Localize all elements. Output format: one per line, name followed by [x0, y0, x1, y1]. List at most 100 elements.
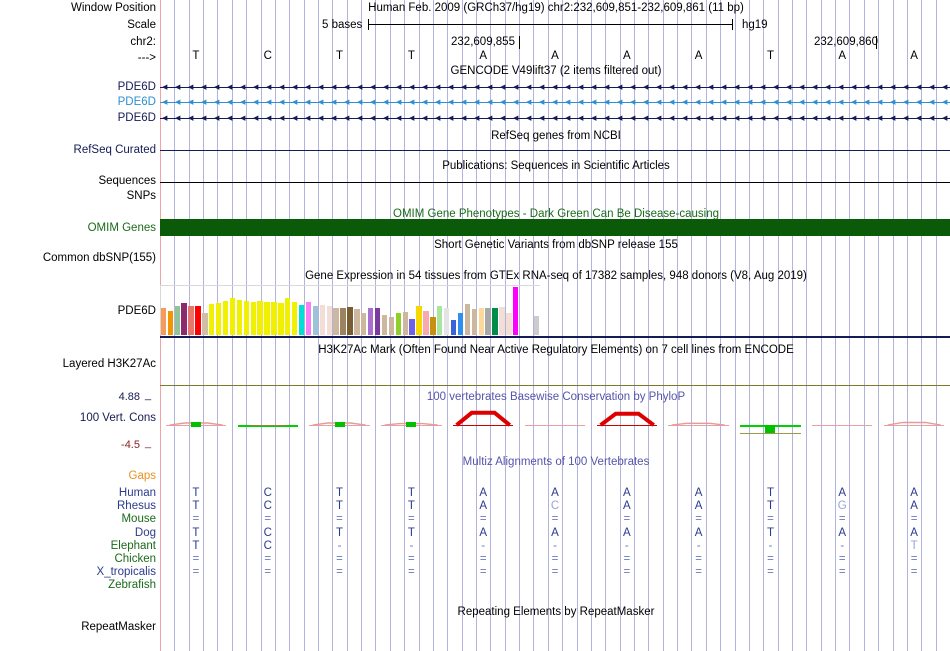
- alignment-base: T: [192, 526, 200, 539]
- gtex-tissue-bar[interactable]: [485, 308, 491, 335]
- common-dbsnp-label[interactable]: Common dbSNP(155): [42, 252, 156, 264]
- gtex-tissue-bar[interactable]: [533, 315, 540, 335]
- gtex-tissue-bar[interactable]: [499, 307, 505, 335]
- strand-arrow-icon: ◀: [708, 83, 714, 91]
- gtex-tissue-bar[interactable]: [444, 308, 450, 335]
- gtex-tissue-bar[interactable]: [160, 308, 167, 335]
- species-label[interactable]: Human: [118, 487, 156, 499]
- gtex-tissue-bar[interactable]: [222, 301, 229, 335]
- alignment-base: -: [481, 539, 486, 552]
- gtex-tissue-bar[interactable]: [188, 306, 194, 335]
- conservation-bar[interactable]: [524, 398, 586, 450]
- repeatmasker-label[interactable]: RepeatMasker: [81, 621, 156, 633]
- gtex-tissue-bar[interactable]: [402, 311, 408, 335]
- gene-feature-row[interactable]: ◀ ◀ ◀ ◀ ◀ ◀ ◀ ◀ ◀ ◀ ◀ ◀ ◀ ◀ ◀ ◀ ◀ ◀ ◀ ◀ ◀ ◀ ◀ ◀ ◀ ◀ ◀ ◀ ◀ ◀ ◀ ◀ ◀ ◀ ◀ ◀ ◀ ◀ ◀ ◀…: [160, 113, 950, 124]
- gtex-tissue-bar[interactable]: [216, 303, 222, 335]
- gtex-tissue-bar[interactable]: [457, 312, 464, 335]
- gtex-tissue-bar[interactable]: [209, 304, 215, 335]
- snps-label[interactable]: SNPs: [126, 190, 156, 202]
- gene-label-pde6d[interactable]: PDE6D: [117, 81, 156, 93]
- species-label[interactable]: Mouse: [121, 513, 156, 526]
- gene-label-pde6d[interactable]: PDE6D: [117, 96, 156, 108]
- gtex-tissue-bar[interactable]: [250, 302, 256, 335]
- gtex-tissue-bar[interactable]: [506, 312, 512, 335]
- gtex-tissue-bar[interactable]: [354, 309, 360, 335]
- gtex-tissue-bar[interactable]: [513, 287, 519, 335]
- gtex-tissue-bar[interactable]: [437, 306, 443, 335]
- gtex-tissue-bar[interactable]: [298, 305, 305, 335]
- gtex-tissue-bar[interactable]: [326, 306, 332, 335]
- gtex-tissue-bar[interactable]: [312, 306, 319, 335]
- conservation-bar[interactable]: [237, 398, 298, 450]
- gtex-tissue-bar[interactable]: [243, 301, 250, 335]
- gtex-tissue-bar[interactable]: [368, 308, 374, 335]
- refseq-curated-label[interactable]: RefSeq Curated: [73, 144, 156, 156]
- gtex-tissue-bar[interactable]: [333, 308, 339, 335]
- gtex-tissue-bar[interactable]: [202, 312, 208, 335]
- gtex-tissue-bar[interactable]: [450, 319, 457, 335]
- strand-arrow-icon: ◀: [539, 83, 545, 91]
- strand-arrow-icon: ◀: [279, 98, 285, 106]
- scale-label: Scale: [127, 19, 156, 31]
- gtex-tissue-bar[interactable]: [381, 314, 388, 335]
- conservation-label[interactable]: 100 Vert. Cons: [79, 412, 156, 424]
- omim-genes-label[interactable]: OMIM Genes: [87, 222, 156, 234]
- gtex-gene-label[interactable]: PDE6D: [117, 305, 156, 317]
- gene-feature-row[interactable]: ◀ ◀ ◀ ◀ ◀ ◀ ◀ ◀ ◀ ◀ ◀ ◀ ◀ ◀ ◀ ◀ ◀ ◀ ◀ ◀ ◀ ◀ ◀ ◀ ◀ ◀ ◀ ◀ ◀ ◀ ◀ ◀ ◀ ◀ ◀ ◀ ◀ ◀ ◀ ◀…: [160, 82, 950, 93]
- gtex-tissue-bar[interactable]: [395, 312, 402, 335]
- conservation-bar[interactable]: [740, 398, 801, 450]
- gtex-tissue-bar[interactable]: [340, 308, 346, 335]
- gtex-tissue-bar[interactable]: [305, 302, 312, 335]
- gtex-tissue-bar[interactable]: [195, 306, 201, 335]
- gtex-expression-barchart[interactable]: [160, 285, 540, 335]
- gtex-tissue-bar[interactable]: [257, 301, 263, 335]
- gtex-tissue-bar[interactable]: [388, 316, 395, 335]
- species-label[interactable]: Elephant: [110, 539, 156, 552]
- gtex-tissue-bar[interactable]: [526, 307, 533, 335]
- gene-label-pde6d[interactable]: PDE6D: [117, 112, 156, 124]
- species-label[interactable]: Dog: [134, 526, 156, 539]
- gtex-tissue-bar[interactable]: [319, 305, 326, 335]
- species-label[interactable]: X_tropicalis: [96, 566, 156, 579]
- conservation-bar[interactable]: [812, 398, 873, 450]
- layered-h3k27ac-label[interactable]: Layered H3K27Ac: [62, 358, 156, 370]
- conservation-bar[interactable]: [668, 398, 729, 450]
- species-label[interactable]: Zebrafish: [108, 579, 156, 592]
- gtex-tissue-bar[interactable]: [285, 298, 291, 335]
- gtex-tissue-bar[interactable]: [492, 308, 498, 335]
- gtex-tissue-bar[interactable]: [181, 303, 187, 335]
- gtex-tissue-bar[interactable]: [478, 308, 484, 335]
- gtex-tissue-bar[interactable]: [236, 300, 243, 335]
- gtex-tissue-bar[interactable]: [374, 308, 381, 335]
- gtex-tissue-bar[interactable]: [423, 310, 429, 335]
- strand-arrow-icon: ◀: [877, 114, 883, 122]
- species-label[interactable]: Rhesus: [117, 500, 156, 513]
- gtex-tissue-bar[interactable]: [430, 316, 436, 335]
- conservation-bar[interactable]: [453, 398, 514, 450]
- gtex-tissue-bar[interactable]: [520, 305, 526, 335]
- strand-arrow-icon: ◀: [357, 83, 363, 91]
- gtex-tissue-bar[interactable]: [229, 298, 236, 335]
- gene-feature-row[interactable]: ◀ ◀ ◀ ◀ ◀ ◀ ◀ ◀ ◀ ◀ ◀ ◀ ◀ ◀ ◀ ◀ ◀ ◀ ◀ ◀ ◀ ◀ ◀ ◀ ◀ ◀ ◀ ◀ ◀ ◀ ◀ ◀ ◀ ◀ ◀ ◀ ◀ ◀ ◀ ◀…: [160, 97, 950, 108]
- omim-gene-block[interactable]: [160, 219, 950, 236]
- conservation-plot-area[interactable]: [160, 398, 950, 450]
- gtex-tissue-bar[interactable]: [361, 312, 367, 335]
- gtex-tissue-bar[interactable]: [347, 307, 353, 335]
- gaps-label[interactable]: Gaps: [128, 470, 157, 482]
- gtex-tissue-bar[interactable]: [416, 306, 422, 335]
- strand-arrow-icon: ◀: [565, 114, 571, 122]
- conservation-bar[interactable]: [596, 398, 657, 450]
- gtex-tissue-bar[interactable]: [174, 306, 180, 335]
- sequences-label[interactable]: Sequences: [98, 175, 156, 187]
- alignment-base: A: [551, 487, 559, 499]
- gtex-tissue-bar[interactable]: [409, 318, 415, 335]
- gtex-tissue-bar[interactable]: [464, 304, 471, 335]
- gtex-tissue-bar[interactable]: [292, 302, 298, 335]
- gtex-tissue-bar[interactable]: [271, 302, 277, 335]
- gtex-tissue-bar[interactable]: [278, 303, 284, 335]
- conservation-bar[interactable]: [883, 398, 945, 450]
- gtex-tissue-bar[interactable]: [264, 302, 270, 335]
- gtex-tissue-bar[interactable]: [471, 309, 478, 335]
- species-label[interactable]: Chicken: [114, 553, 156, 565]
- gtex-tissue-bar[interactable]: [167, 310, 174, 335]
